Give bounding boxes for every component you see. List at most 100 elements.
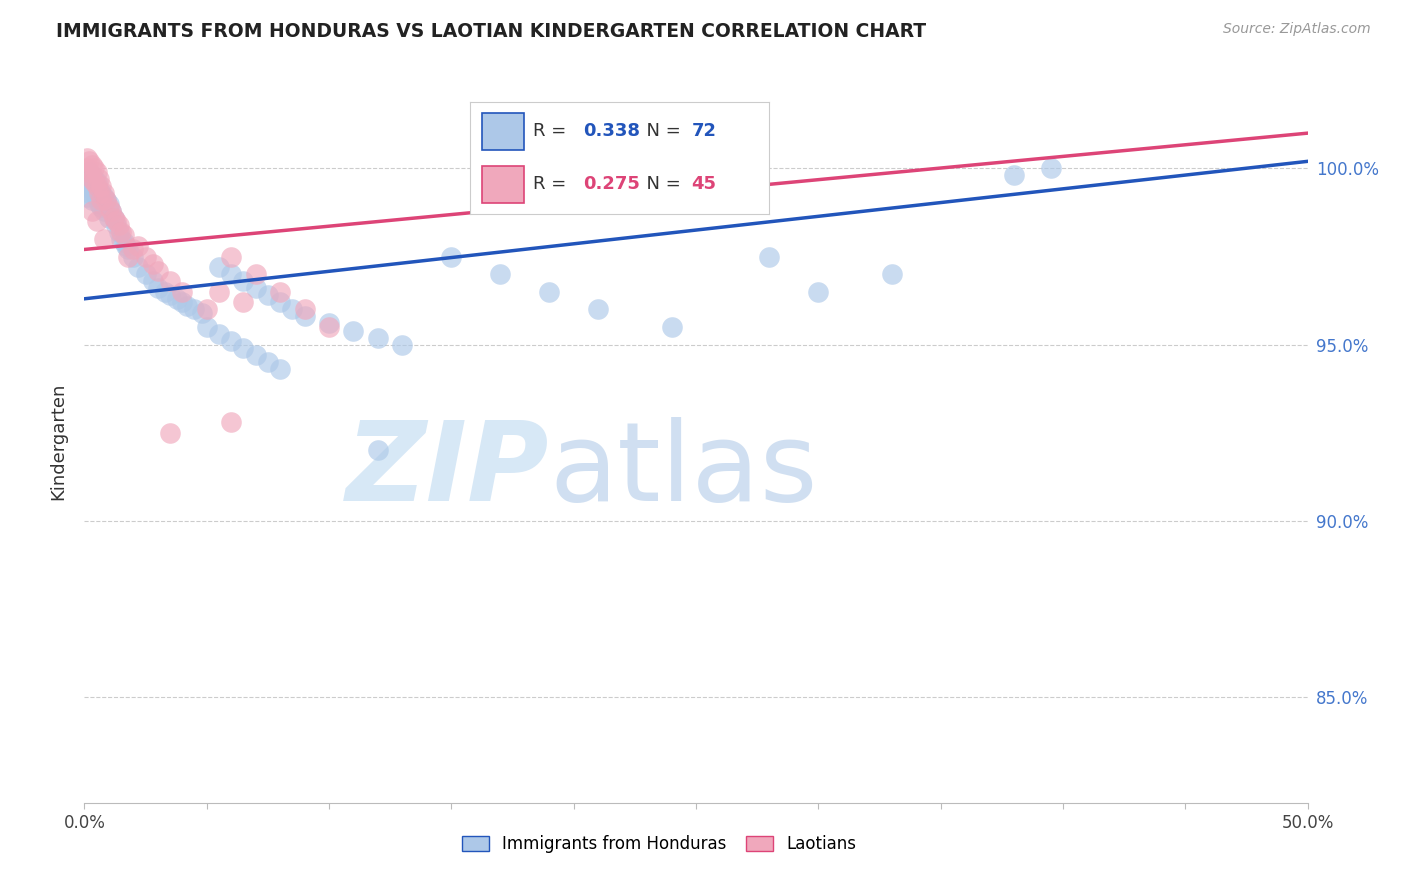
Point	[269, 295, 291, 310]
Point	[146, 263, 169, 277]
Point	[191, 306, 214, 320]
Point	[87, 172, 110, 186]
Point	[110, 232, 132, 246]
Point	[97, 211, 120, 225]
Point	[172, 285, 194, 299]
Point	[87, 182, 110, 196]
Point	[880, 267, 903, 281]
Point	[513, 196, 536, 211]
Point	[489, 267, 512, 281]
Point	[208, 260, 231, 274]
Point	[96, 193, 118, 207]
Point	[107, 225, 129, 239]
Point	[86, 214, 108, 228]
Point	[208, 285, 231, 299]
Point	[142, 256, 165, 270]
Point	[76, 151, 98, 165]
Point	[342, 324, 364, 338]
Point	[90, 200, 112, 214]
Point	[117, 243, 139, 257]
Point	[391, 337, 413, 351]
Point	[208, 326, 231, 341]
Point	[115, 239, 138, 253]
Point	[77, 186, 100, 200]
Point	[153, 285, 176, 299]
Point	[96, 193, 118, 207]
Point	[80, 179, 103, 194]
Point	[294, 302, 316, 317]
Point	[146, 281, 169, 295]
Point	[269, 285, 291, 299]
Point	[77, 176, 100, 190]
Point	[112, 235, 135, 250]
Point	[281, 302, 304, 317]
Point	[269, 362, 291, 376]
Point	[135, 250, 157, 264]
Point	[80, 158, 103, 172]
Point	[586, 302, 609, 317]
Point	[110, 225, 132, 239]
Point	[758, 250, 780, 264]
Point	[176, 299, 198, 313]
Point	[135, 267, 157, 281]
Point	[76, 169, 98, 183]
Point	[159, 288, 181, 302]
Point	[77, 165, 100, 179]
Point	[76, 179, 98, 194]
Point	[232, 341, 254, 355]
Text: Source: ZipAtlas.com: Source: ZipAtlas.com	[1223, 22, 1371, 37]
Point	[807, 285, 830, 299]
Point	[97, 200, 120, 214]
Point	[77, 154, 100, 169]
Point	[440, 250, 463, 264]
Point	[83, 161, 105, 176]
Point	[100, 203, 122, 218]
Point	[232, 295, 254, 310]
Point	[232, 274, 254, 288]
Point	[93, 232, 115, 246]
Point	[294, 310, 316, 324]
Point	[245, 281, 267, 295]
Point	[86, 165, 108, 179]
Point	[257, 288, 280, 302]
Point	[183, 302, 205, 317]
Text: atlas: atlas	[550, 417, 818, 524]
Point	[159, 274, 181, 288]
Point	[661, 320, 683, 334]
Point	[172, 295, 194, 310]
Point	[105, 218, 128, 232]
Point	[159, 425, 181, 440]
Point	[90, 179, 112, 194]
Point	[76, 161, 98, 176]
Point	[93, 203, 115, 218]
Point	[90, 186, 112, 200]
Point	[127, 239, 149, 253]
Point	[112, 228, 135, 243]
Point	[257, 355, 280, 369]
Point	[195, 302, 218, 317]
Point	[1039, 161, 1062, 176]
Point	[93, 189, 115, 203]
Point	[117, 250, 139, 264]
Text: ZIP: ZIP	[346, 417, 550, 524]
Point	[245, 267, 267, 281]
Point	[107, 218, 129, 232]
Point	[367, 330, 389, 344]
Point	[103, 211, 125, 225]
Point	[367, 443, 389, 458]
Point	[77, 165, 100, 179]
Point	[80, 172, 103, 186]
Point	[83, 186, 105, 200]
Point	[245, 348, 267, 362]
Point	[80, 169, 103, 183]
Legend: Immigrants from Honduras, Laotians: Immigrants from Honduras, Laotians	[456, 828, 863, 860]
Point	[87, 196, 110, 211]
Point	[87, 186, 110, 200]
Point	[86, 179, 108, 194]
Point	[538, 285, 561, 299]
Point	[318, 320, 340, 334]
Point	[195, 320, 218, 334]
Point	[122, 250, 145, 264]
Point	[100, 203, 122, 218]
Point	[219, 334, 242, 348]
